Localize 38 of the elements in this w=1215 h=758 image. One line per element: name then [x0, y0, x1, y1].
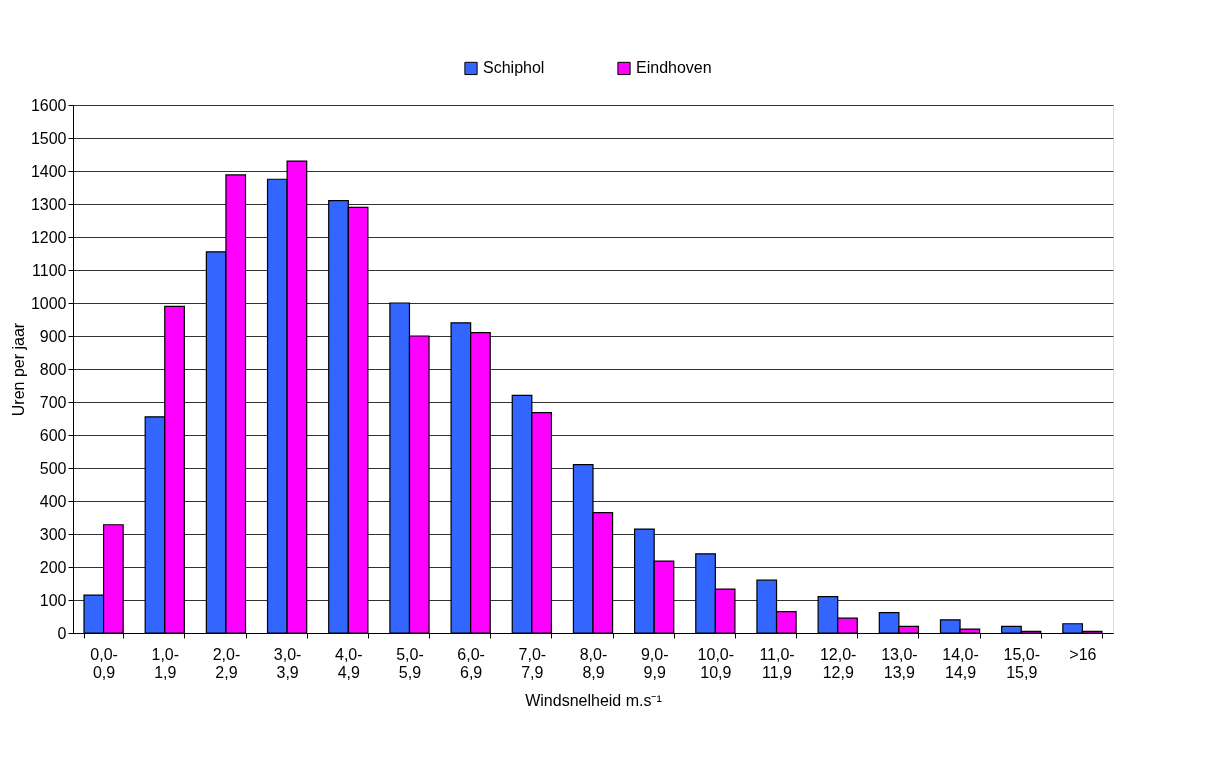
- y-tick-label: 1000: [30, 294, 67, 312]
- y-tick-label: 600: [39, 426, 67, 444]
- legend-label: Eindhoven: [636, 59, 712, 77]
- y-tick-label: 1400: [30, 162, 67, 180]
- x-axis-title: Windsnelheid m.s⁻¹: [525, 691, 662, 709]
- y-tick-label: 500: [39, 459, 67, 477]
- x-tick-label: 12,0- 12,9: [819, 645, 857, 681]
- x-tick-label: 4,0- 4,9: [335, 645, 363, 681]
- x-tick-label: 5,0- 5,9: [396, 645, 424, 681]
- y-tick-label: 0: [57, 624, 67, 642]
- y-tick-label: 1300: [30, 195, 67, 213]
- y-tick-label: 400: [39, 492, 67, 510]
- x-tick-label: >16: [1069, 645, 1097, 663]
- x-tick-label: 14,0- 14,9: [942, 645, 979, 681]
- x-tick-label: 15,0- 15,9: [1003, 645, 1040, 681]
- x-tick-label: 0,0- 0,9: [90, 645, 118, 681]
- x-tick-label: 11,0- 11,9: [759, 645, 795, 681]
- y-tick-label: 700: [39, 393, 67, 411]
- y-tick-label: 800: [39, 360, 67, 378]
- x-tick-label: 13,0- 13,9: [881, 645, 918, 681]
- y-axis-title: Uren per jaar: [9, 322, 27, 417]
- y-tick-label: 1500: [30, 129, 67, 147]
- y-tick-label: 1100: [32, 261, 67, 279]
- legend-label: Schiphol: [483, 59, 545, 77]
- y-tick-label: 300: [39, 525, 67, 543]
- y-tick-label: 900: [39, 327, 67, 345]
- x-tick-label: 2,0- 2,9: [212, 645, 241, 681]
- x-tick-label: 9,0- 9,9: [640, 645, 669, 681]
- y-tick-label: 1200: [30, 228, 67, 246]
- y-tick-label: 1600: [30, 96, 67, 114]
- x-tick-label: 6,0- 6,9: [457, 645, 485, 681]
- x-tick-label: 10,0- 10,9: [697, 645, 735, 681]
- y-tick-label: 200: [39, 558, 67, 576]
- x-tick-label: 1,0- 1,9: [151, 645, 180, 681]
- x-tick-label: 3,0- 3,9: [273, 645, 302, 681]
- y-tick-label: 100: [39, 591, 67, 609]
- x-tick-label: 7,0- 7,9: [518, 645, 547, 681]
- x-tick-label: 8,0- 8,9: [579, 645, 608, 681]
